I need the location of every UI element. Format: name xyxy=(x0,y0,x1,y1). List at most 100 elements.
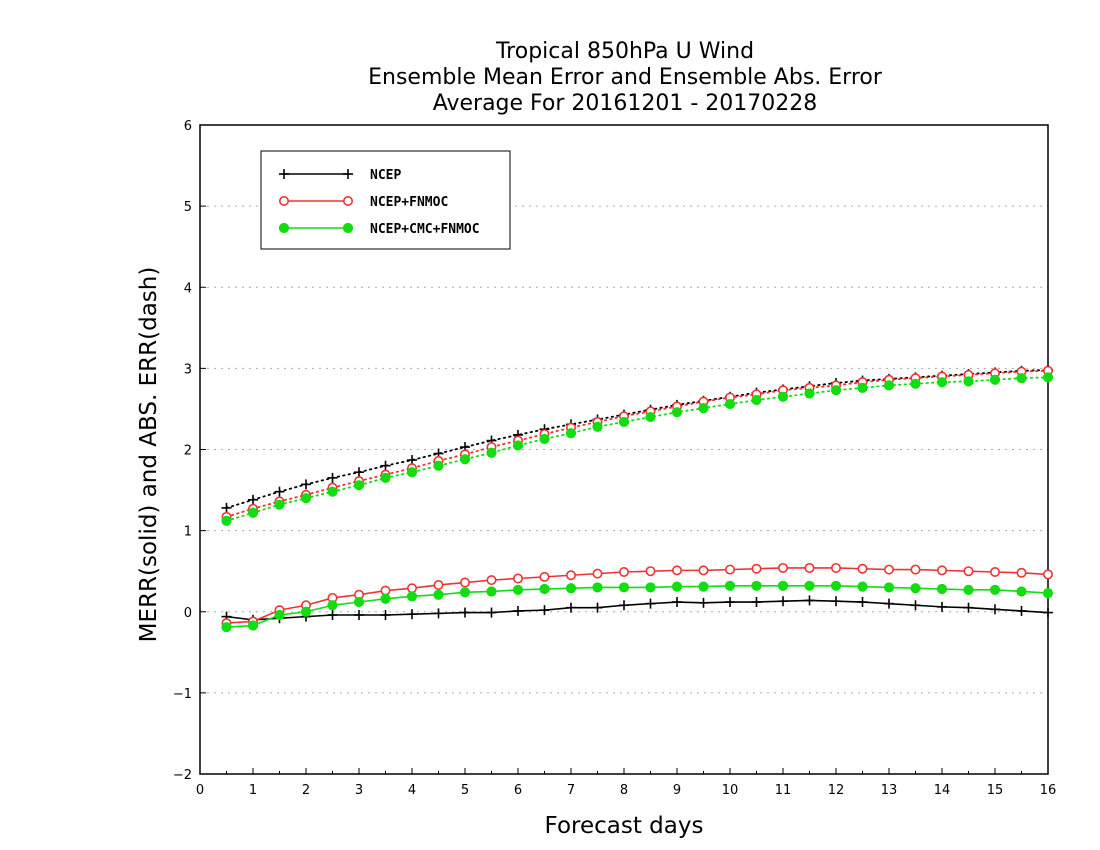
abs-err-point xyxy=(380,472,391,483)
abs-err-point xyxy=(618,416,630,428)
x-tick-label: 1 xyxy=(249,783,257,798)
abs-err-point xyxy=(592,421,603,432)
y-tick-label: 6 xyxy=(184,119,192,134)
merr-point xyxy=(327,609,338,620)
merr-point xyxy=(830,580,842,591)
x-tick-label: 4 xyxy=(408,783,416,798)
merr-point xyxy=(380,609,391,620)
merr-point xyxy=(459,587,471,598)
merr-point xyxy=(618,566,629,577)
merr-point xyxy=(433,608,444,619)
abs-err-point xyxy=(512,440,524,451)
x-tick-label: 5 xyxy=(461,783,469,798)
abs-err-point xyxy=(380,460,391,471)
merr-point xyxy=(406,591,418,602)
x-tick-label: 14 xyxy=(934,783,951,798)
merr-point xyxy=(618,582,630,593)
merr-point xyxy=(565,583,577,594)
merr-point xyxy=(804,595,815,606)
merr-point xyxy=(804,562,815,573)
abs-err-point xyxy=(327,486,338,497)
merr-point xyxy=(989,584,1001,595)
x-tick-label: 6 xyxy=(514,783,522,798)
merr-point xyxy=(724,580,736,591)
merr-point xyxy=(963,602,974,613)
merr-point xyxy=(433,589,444,600)
abs-err-point xyxy=(989,374,1001,385)
legend-marker xyxy=(342,222,354,234)
series-ncep-cmc-fnmoc xyxy=(221,372,1054,633)
y-axis-label: MERR(solid) and ABS. ERR(dash) xyxy=(136,267,162,643)
merr-point xyxy=(672,597,682,608)
legend-item: NCEP xyxy=(279,168,401,183)
abs-err-point xyxy=(671,407,683,418)
abs-err-point xyxy=(301,479,311,490)
y-tick-label: −1 xyxy=(173,687,192,702)
merr-point xyxy=(989,566,1000,577)
abs-err-point xyxy=(565,428,577,439)
abs-err-point xyxy=(300,493,312,504)
merr-point xyxy=(963,584,974,595)
abs-err-line xyxy=(225,369,1049,518)
abs-err-point xyxy=(1016,373,1027,384)
abs-err-point xyxy=(354,467,364,478)
merr-point xyxy=(380,585,391,596)
y-tick-label: 1 xyxy=(184,525,192,540)
series-ncep xyxy=(221,364,1053,625)
merr-point xyxy=(380,593,391,604)
abs-err-point xyxy=(433,460,444,471)
merr-point xyxy=(354,609,364,620)
legend-marker xyxy=(343,169,353,179)
chart-title-line: Ensemble Mean Error and Ensemble Abs. Er… xyxy=(368,65,883,90)
gridlines xyxy=(200,205,1048,694)
abs-err-point xyxy=(327,472,338,483)
abs-err-point xyxy=(724,398,736,410)
merr-point xyxy=(592,602,603,613)
merr-point xyxy=(830,562,841,573)
x-tick-label: 11 xyxy=(775,783,792,798)
merr-point xyxy=(460,607,470,618)
merr-point xyxy=(539,583,550,595)
abs-err-point xyxy=(804,388,815,399)
x-axis-label: Forecast days xyxy=(545,813,704,839)
merr-point xyxy=(512,584,524,595)
merr-point xyxy=(566,602,576,613)
y-tick-label: 3 xyxy=(184,362,192,377)
abs-err-point xyxy=(777,391,789,402)
y-tick-label: 4 xyxy=(184,281,192,296)
merr-point xyxy=(936,583,948,595)
series-group xyxy=(221,364,1054,633)
x-tick-label: 2 xyxy=(302,783,310,798)
x-tick-label: 7 xyxy=(567,783,575,798)
legend: NCEP NCEP+FNMOC NCEP+CMC+FNMOC xyxy=(260,150,511,250)
merr-point xyxy=(592,568,603,579)
merr-point xyxy=(353,596,365,608)
merr-point xyxy=(619,600,629,611)
merr-point xyxy=(592,582,603,593)
abs-err-point xyxy=(274,499,285,510)
merr-point xyxy=(645,566,656,577)
abs-err-point xyxy=(698,403,709,414)
merr-point xyxy=(990,604,1000,615)
abs-err-point xyxy=(883,380,895,391)
merr-point xyxy=(327,600,338,611)
merr-point xyxy=(539,571,550,582)
merr-point xyxy=(433,579,444,590)
merr-point xyxy=(486,586,497,597)
abs-err-point xyxy=(221,515,232,526)
abs-err-point xyxy=(963,376,974,387)
merr-point xyxy=(1016,586,1027,597)
legend-marker xyxy=(278,196,289,207)
merr-point xyxy=(884,598,894,609)
x-tick-label: 0 xyxy=(196,783,204,798)
merr-point xyxy=(539,605,550,616)
merr-point xyxy=(910,564,921,575)
merr-point xyxy=(645,598,656,609)
merr-point xyxy=(937,601,947,612)
merr-point xyxy=(486,575,497,586)
x-tick-label: 15 xyxy=(987,783,1004,798)
chart-title-line: Average For 20161201 - 20170228 xyxy=(433,91,818,116)
merr-point xyxy=(247,620,259,631)
abs-err-point xyxy=(857,382,868,393)
